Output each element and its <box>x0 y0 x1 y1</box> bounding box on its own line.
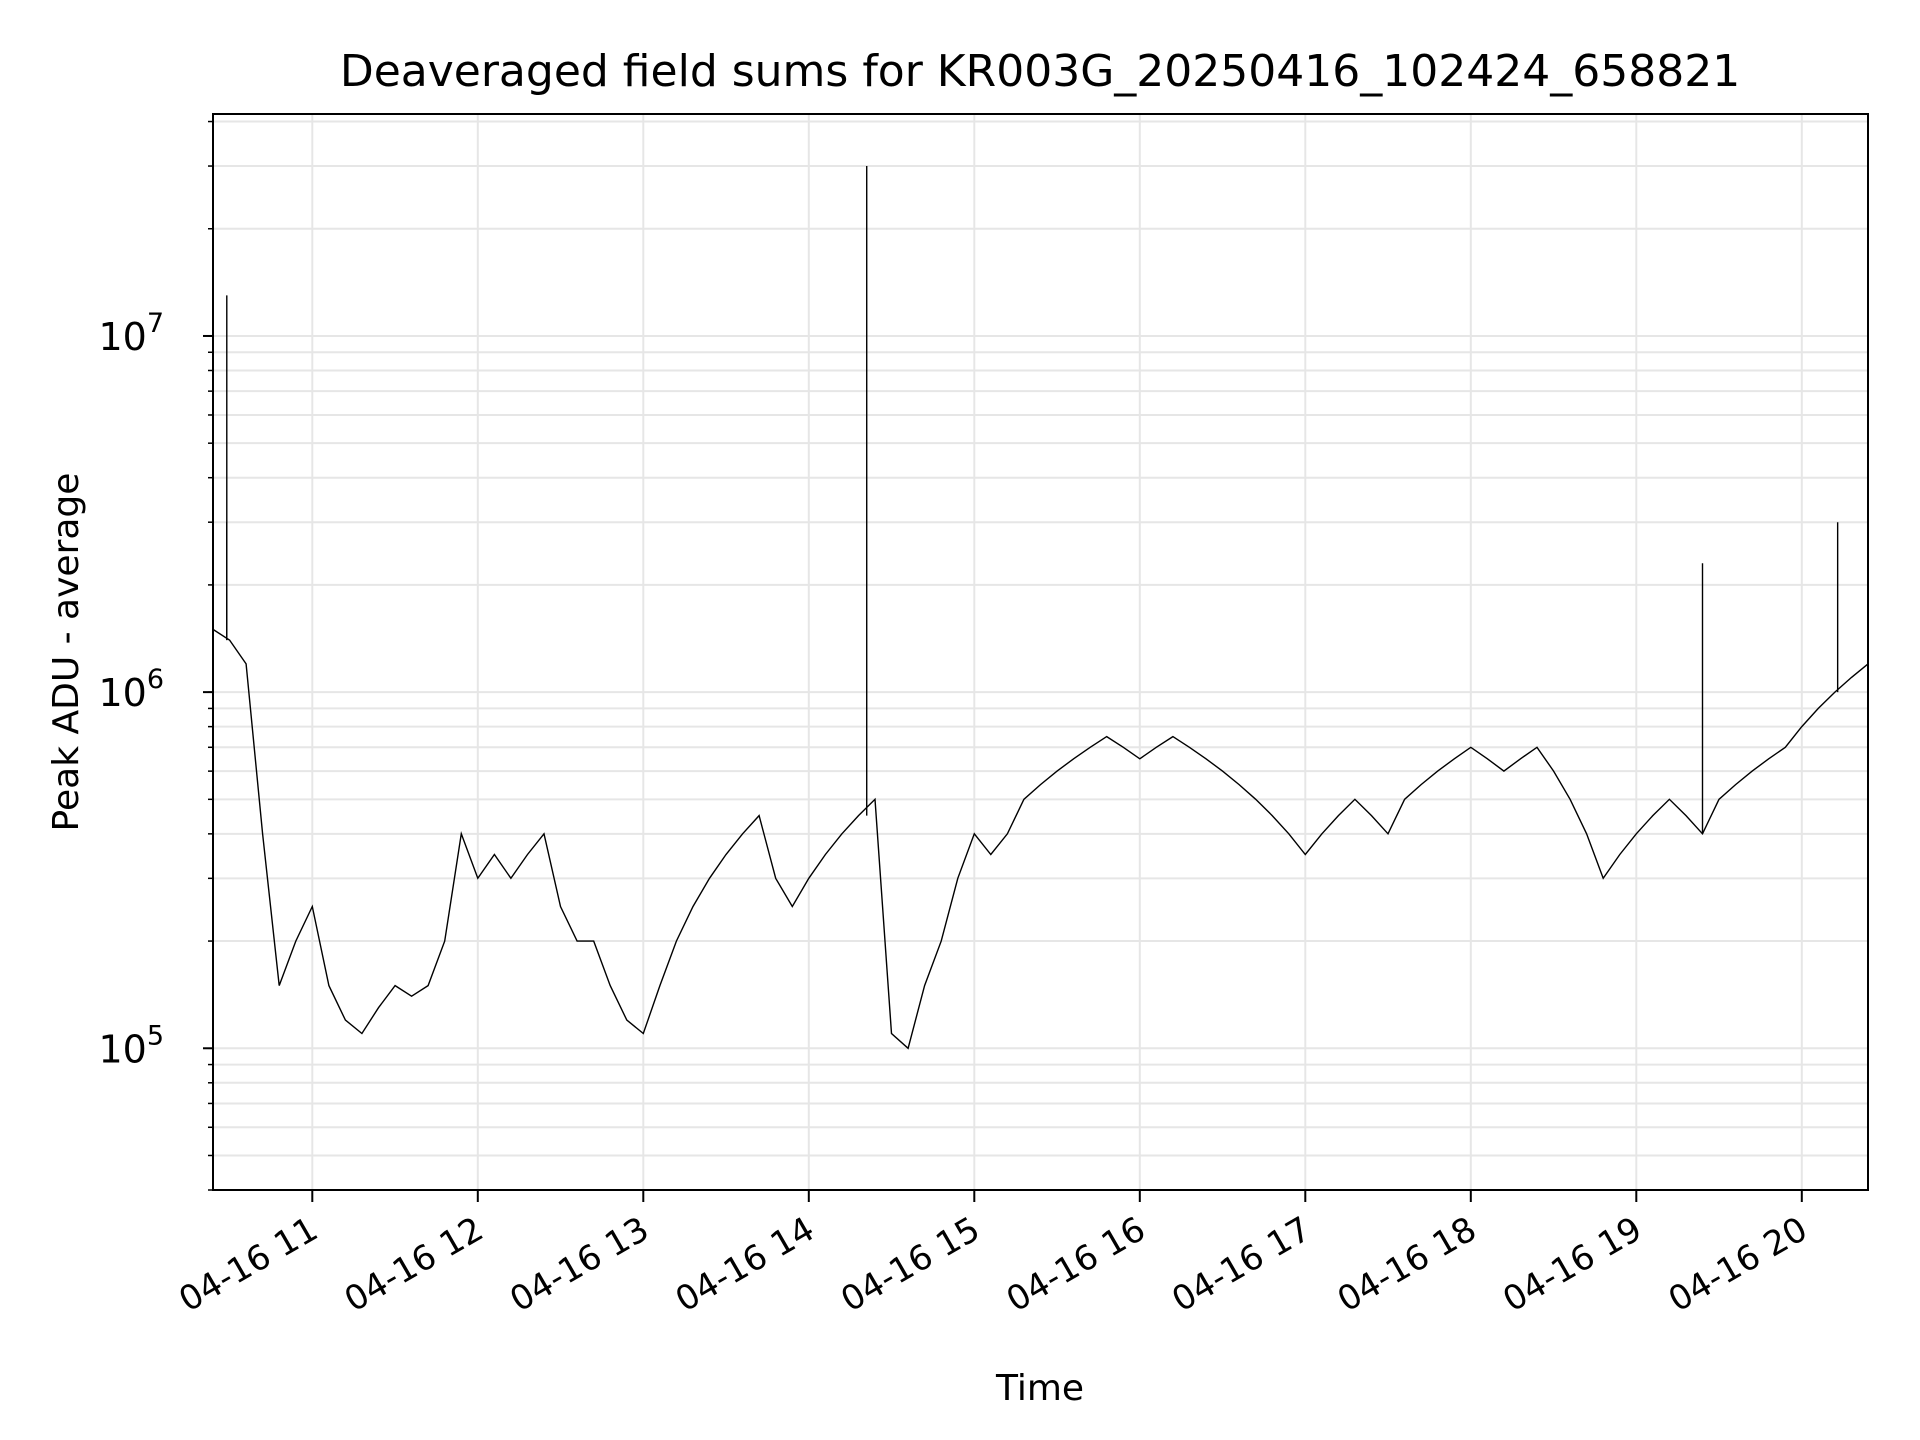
x-tick-label: 04-16 12 <box>338 1209 490 1320</box>
grid <box>213 114 1868 1191</box>
y-tick-label: 106 <box>98 664 164 715</box>
chart-title: Deaveraged field sums for KR003G_2025041… <box>340 46 1740 97</box>
x-tick-label: 04-16 17 <box>1165 1209 1317 1320</box>
x-tick-label: 04-16 16 <box>1000 1209 1152 1320</box>
y-axis-label: Peak ADU - average <box>46 473 87 832</box>
y-axis: 105 106 107 <box>98 120 213 1191</box>
x-tick-label: 04-16 14 <box>669 1209 821 1320</box>
x-axis: 04-16 11 04-16 12 04-16 13 04-16 14 04-16 15… <box>172 1190 1814 1320</box>
x-tick-label: 04-16 13 <box>503 1209 655 1320</box>
series-line <box>212 166 1869 1050</box>
series-line-path <box>212 628 1869 1050</box>
y-tick-label: 105 <box>98 1020 164 1071</box>
x-tick-label: 04-16 20 <box>1662 1209 1814 1320</box>
x-axis-label: Time <box>995 1368 1084 1409</box>
x-tick-label: 04-16 11 <box>172 1209 324 1320</box>
x-tick-label: 04-16 18 <box>1331 1209 1483 1320</box>
plot-frame <box>212 113 1869 1191</box>
x-tick-label: 04-16 15 <box>834 1209 986 1320</box>
x-tick-label: 04-16 19 <box>1496 1209 1648 1320</box>
y-tick-label: 107 <box>98 308 164 359</box>
